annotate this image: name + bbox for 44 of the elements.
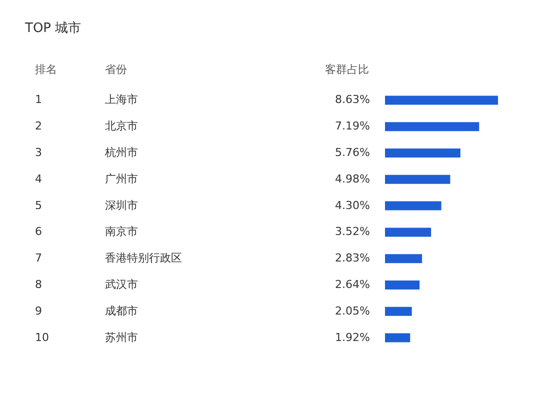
y-tick-label: 武汉市 [105, 278, 138, 291]
bar [385, 333, 410, 342]
y-tick-label: 杭州市 [104, 146, 138, 159]
text: 4 [35, 172, 42, 186]
y-axis-title: 省份 [105, 63, 127, 76]
x-axis-title: 客群占比 [325, 63, 369, 76]
text: 2 [35, 120, 42, 133]
bar [385, 228, 432, 237]
text: 8 [35, 278, 42, 291]
data-label: 2.05% [335, 304, 370, 318]
data-label: 1.92% [335, 330, 370, 344]
data-label: 2.83% [335, 252, 370, 265]
data-label: 7.19% [335, 120, 370, 133]
bar [385, 122, 480, 132]
bar [385, 148, 460, 158]
data-label: 3.52% [335, 225, 370, 238]
y-tick-label: 北京市 [105, 120, 138, 133]
data-label: 4.30% [335, 198, 370, 212]
y-tick-label: 上海市 [105, 93, 138, 106]
y-tick-label: 成都市 [105, 304, 138, 318]
text: 3 [35, 146, 42, 159]
bar [385, 306, 412, 316]
y-tick-label: 苏州市 [105, 330, 138, 344]
bar [385, 201, 442, 210]
text: 6 [35, 225, 42, 238]
text: 5 [35, 198, 42, 212]
bar [385, 174, 450, 184]
text: TOP 城市 [24, 21, 82, 36]
data-label: 2.64% [335, 278, 370, 291]
y-tick-label: 深圳市 [105, 198, 138, 212]
bar [385, 280, 420, 290]
text: 1 [35, 93, 42, 106]
y-tick-label: 香港特别行政区 [105, 252, 182, 265]
text: 7 [35, 252, 42, 265]
data-label: 5.76% [335, 146, 370, 159]
data-label: 8.63% [335, 93, 370, 106]
text: 10 [35, 330, 49, 344]
bar [385, 96, 498, 105]
text: 9 [35, 304, 42, 318]
y-tick-label: 南京市 [105, 225, 138, 238]
bar [385, 254, 422, 264]
text: 排名 [35, 63, 57, 76]
data-label: 4.98% [335, 172, 370, 186]
y-tick-label: 广州市 [105, 172, 138, 186]
